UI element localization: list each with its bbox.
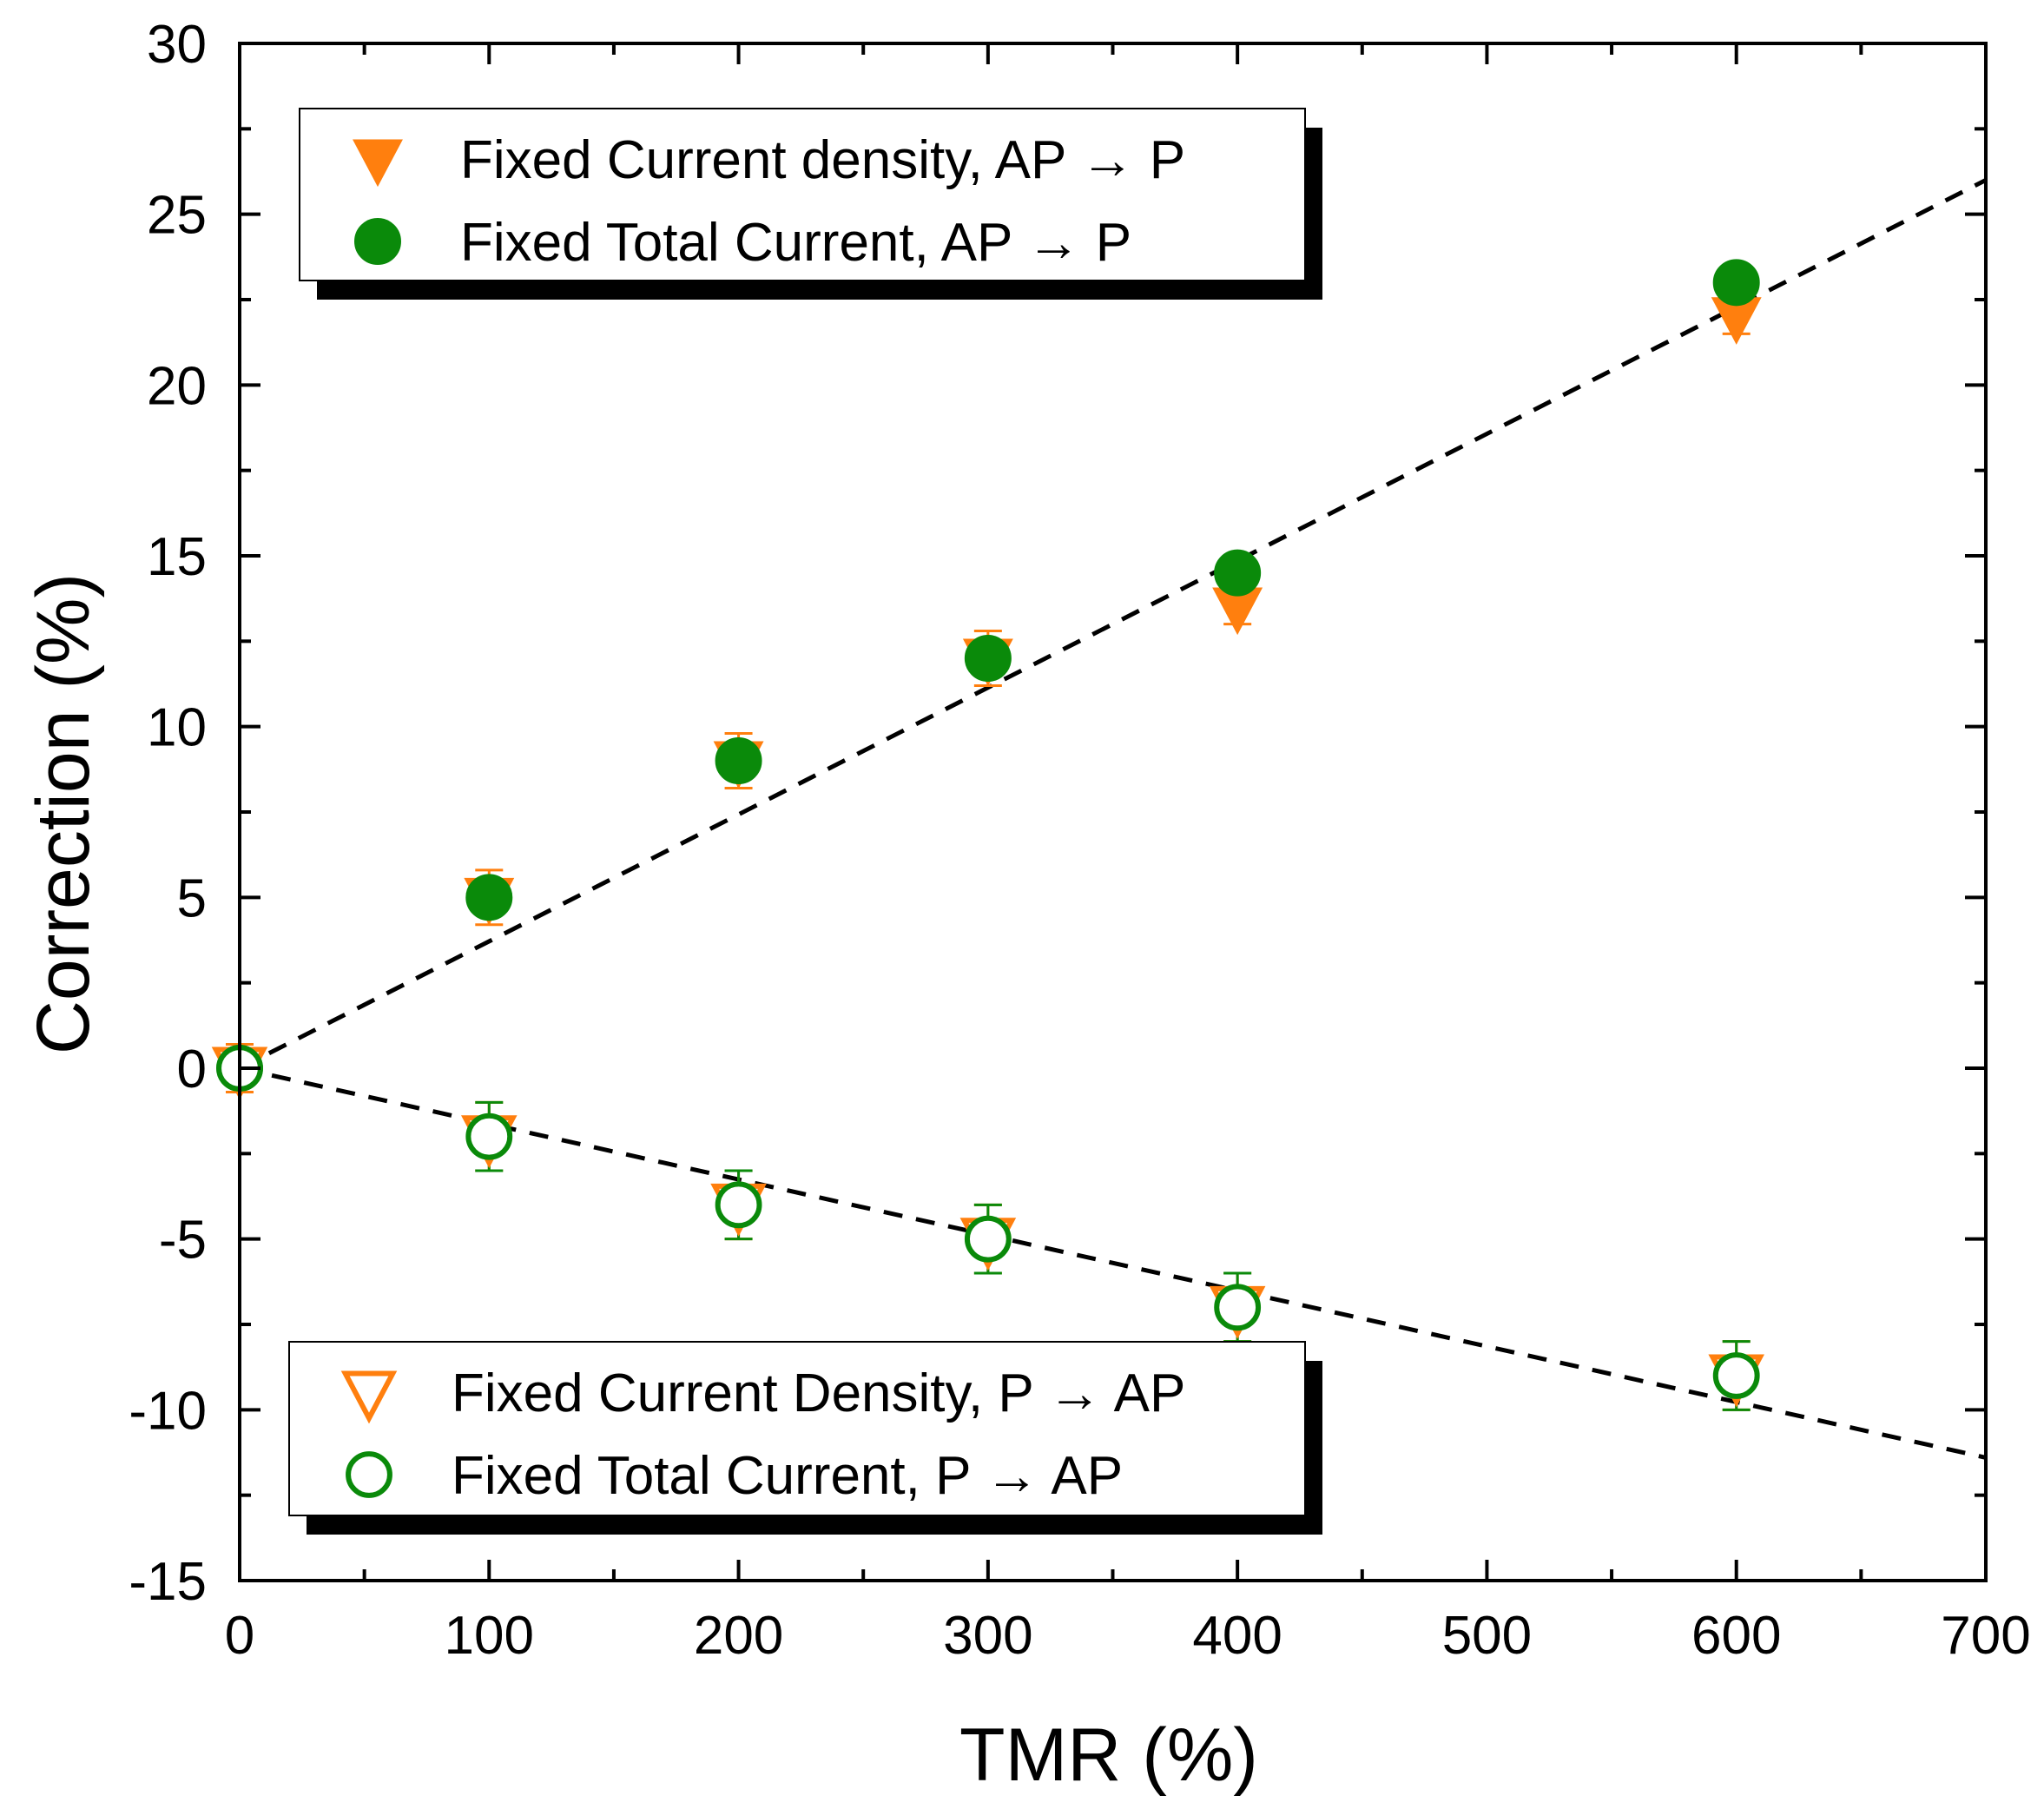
y-tick-label: -10	[129, 1381, 207, 1441]
y-tick-label: 20	[147, 356, 207, 416]
legend-marker	[340, 1370, 398, 1424]
series-1-point	[465, 874, 513, 921]
x-tick-label: 700	[1941, 1606, 2030, 1666]
legend-marker	[346, 1451, 392, 1498]
y-tick-label: 5	[177, 868, 207, 928]
legend-box	[288, 1341, 1306, 1516]
y-tick-label: 15	[147, 527, 207, 587]
series-1-point	[715, 737, 762, 784]
data-points	[211, 259, 1765, 1408]
series-1-point	[1214, 549, 1262, 597]
x-axis-title: TMR (%)	[959, 1713, 1258, 1797]
fit-positive-line	[238, 178, 1988, 1071]
legend-marker	[353, 139, 403, 188]
y-tick-label: 10	[147, 698, 207, 758]
series-3-point	[465, 1112, 513, 1160]
x-tick-label: 0	[225, 1606, 254, 1666]
y-tick-label: 25	[147, 186, 207, 246]
legend-top: Fixed Current density, AP → P Fixed Total…	[299, 108, 1322, 300]
series-3-point	[1214, 1284, 1262, 1331]
fit-negative-line	[239, 1066, 1987, 1460]
axes: 0 100 200 300 400 500 600 700 -15 -10 -5 0 5 10 15 20 25…	[129, 15, 2030, 1666]
y-axis-title: Correction (%)	[22, 573, 105, 1054]
series-3-point	[715, 1181, 762, 1229]
legend-marker	[354, 218, 401, 265]
y-tick-label: 0	[177, 1040, 207, 1099]
x-tick-label: 200	[694, 1606, 783, 1666]
series-1-point	[964, 635, 1012, 682]
legend-label: Fixed Current density, AP → P	[460, 130, 1185, 190]
legend-bottom: Fixed Current Density, P → AP Fixed Total…	[288, 1341, 1322, 1535]
legend-box	[299, 108, 1306, 281]
legend-label: Fixed Total Current, P → AP	[452, 1446, 1123, 1506]
series-3-point	[964, 1215, 1012, 1263]
x-tick-label: 600	[1691, 1606, 1781, 1666]
legend-label: Fixed Current Density, P → AP	[452, 1363, 1185, 1423]
x-tick-label: 100	[445, 1606, 534, 1666]
y-tick-label: 30	[147, 15, 207, 75]
y-tick-label: -15	[129, 1552, 207, 1612]
legend-label: Fixed Total Current, AP → P	[460, 213, 1131, 273]
x-tick-label: 300	[943, 1606, 1032, 1666]
x-tick-label: 400	[1192, 1606, 1282, 1666]
x-tick-label: 500	[1442, 1606, 1532, 1666]
fit-lines	[238, 178, 1988, 1460]
series-3-point	[1712, 1352, 1760, 1399]
series-1-point	[1712, 259, 1760, 307]
y-tick-label: -5	[159, 1211, 207, 1271]
